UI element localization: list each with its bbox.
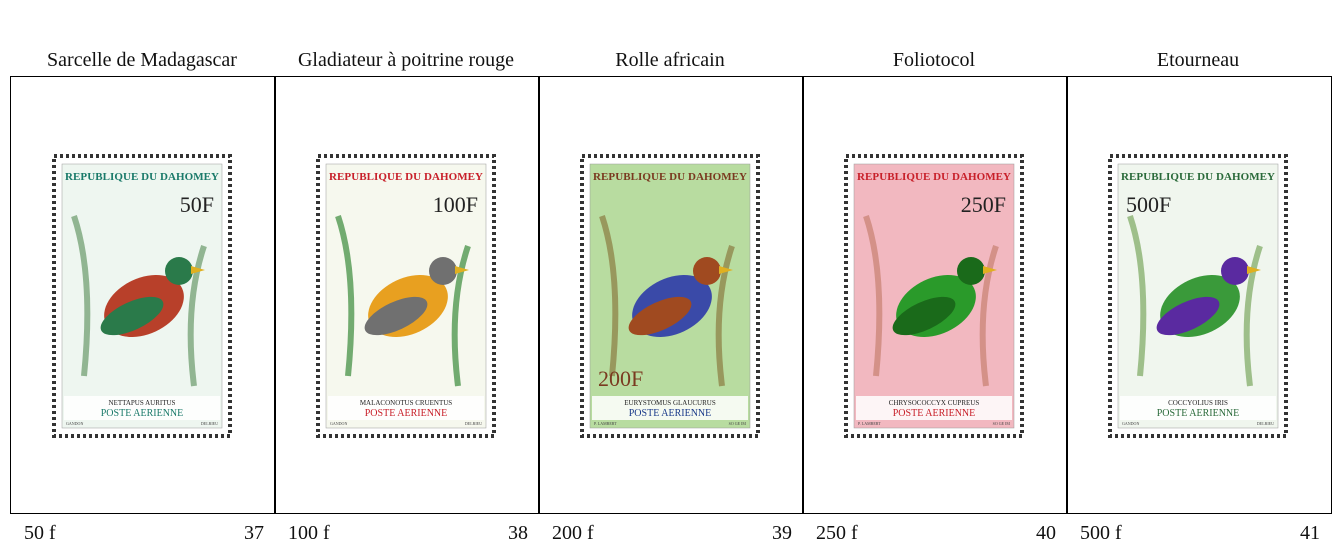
bird-head	[165, 257, 193, 285]
stamp-country: REPUBLIQUE DU DAHOMEY	[857, 171, 1011, 183]
bird-name: Rolle africain	[538, 0, 802, 72]
catalog-number: 37	[234, 522, 264, 545]
stamp-credit: P. LAMBERT	[594, 421, 617, 426]
stamp-species: NETTAPUS AURITUS	[109, 399, 176, 407]
stamp-credit: P. LAMBERT	[858, 421, 881, 426]
stamp-credit: GANDON	[66, 421, 83, 426]
stamp: REPUBLIQUE DU DAHOMEY 200F EURYSTOMUS GLAU…	[538, 76, 802, 514]
stamp-denomination: 100F	[433, 192, 478, 217]
catalog-number: 38	[498, 522, 528, 545]
stamp-inscription: POSTE AERIENNE	[365, 408, 448, 419]
stamp-species: COCCYOLIUS IRIS	[1168, 399, 1228, 407]
stamp-credit: SO GE IM	[729, 421, 747, 426]
stamp-species: MALACONOTUS CRUENTUS	[360, 399, 452, 407]
stamp-inscription: POSTE AERIENNE	[101, 408, 184, 419]
stamp-credit: DELRIEU	[1257, 421, 1274, 426]
bird-name: Foliotocol	[802, 0, 1066, 72]
stamp-country: REPUBLIQUE DU DAHOMEY	[1121, 171, 1275, 183]
bird-head	[1221, 257, 1249, 285]
stamp-country: REPUBLIQUE DU DAHOMEY	[329, 171, 483, 183]
bird-head	[429, 257, 457, 285]
stamp-denomination: 250F	[961, 192, 1006, 217]
stamp-country: REPUBLIQUE DU DAHOMEY	[65, 171, 219, 183]
stamp-denomination: 500F	[1126, 192, 1171, 217]
stamp-denomination: 200F	[598, 366, 643, 391]
face-value: 50 f	[24, 522, 56, 545]
face-value: 500 f	[1080, 522, 1122, 545]
bird-head	[693, 257, 721, 285]
page: Sarcelle de Madagascar 50 f 37 REPUBLIQUE D…	[0, 0, 1336, 553]
stamp-credit: DELRIEU	[465, 421, 482, 426]
bird-name: Sarcelle de Madagascar	[10, 0, 274, 72]
bird-head	[957, 257, 985, 285]
stamp-credit: SO GE IM	[993, 421, 1011, 426]
catalog-number: 40	[1026, 522, 1056, 545]
stamp-credit: GANDON	[330, 421, 347, 426]
stamp: REPUBLIQUE DU DAHOMEY 50F NETTAPUS AURITUS…	[10, 76, 274, 514]
stamp-species: CHRYSOCOCCYX CUPREUS	[889, 399, 980, 407]
catalog-number: 39	[762, 522, 792, 545]
stamp-country: REPUBLIQUE DU DAHOMEY	[593, 171, 747, 183]
face-value: 100 f	[288, 522, 330, 545]
stamp: REPUBLIQUE DU DAHOMEY 500F COCCYOLIUS IRIS…	[1066, 76, 1330, 514]
stamp: REPUBLIQUE DU DAHOMEY 250F CHRYSOCOCCYX CU…	[802, 76, 1066, 514]
catalog-number: 41	[1290, 522, 1320, 545]
stamp-denomination: 50F	[180, 192, 214, 217]
stamp: REPUBLIQUE DU DAHOMEY 100F MALACONOTUS CRU…	[274, 76, 538, 514]
bird-name: Gladiateur à poitrine rouge	[274, 0, 538, 72]
face-value: 250 f	[816, 522, 858, 545]
stamp-inscription: POSTE AERIENNE	[1157, 408, 1240, 419]
face-value: 200 f	[552, 522, 594, 545]
bird-name: Etourneau	[1066, 0, 1330, 72]
stamp-species: EURYSTOMUS GLAUCURUS	[624, 399, 716, 407]
stamp-credit: DELRIEU	[201, 421, 218, 426]
stamp-inscription: POSTE AERIENNE	[893, 408, 976, 419]
stamp-inscription: POSTE AERIENNE	[629, 408, 712, 419]
stamp-credit: GANDON	[1122, 421, 1139, 426]
